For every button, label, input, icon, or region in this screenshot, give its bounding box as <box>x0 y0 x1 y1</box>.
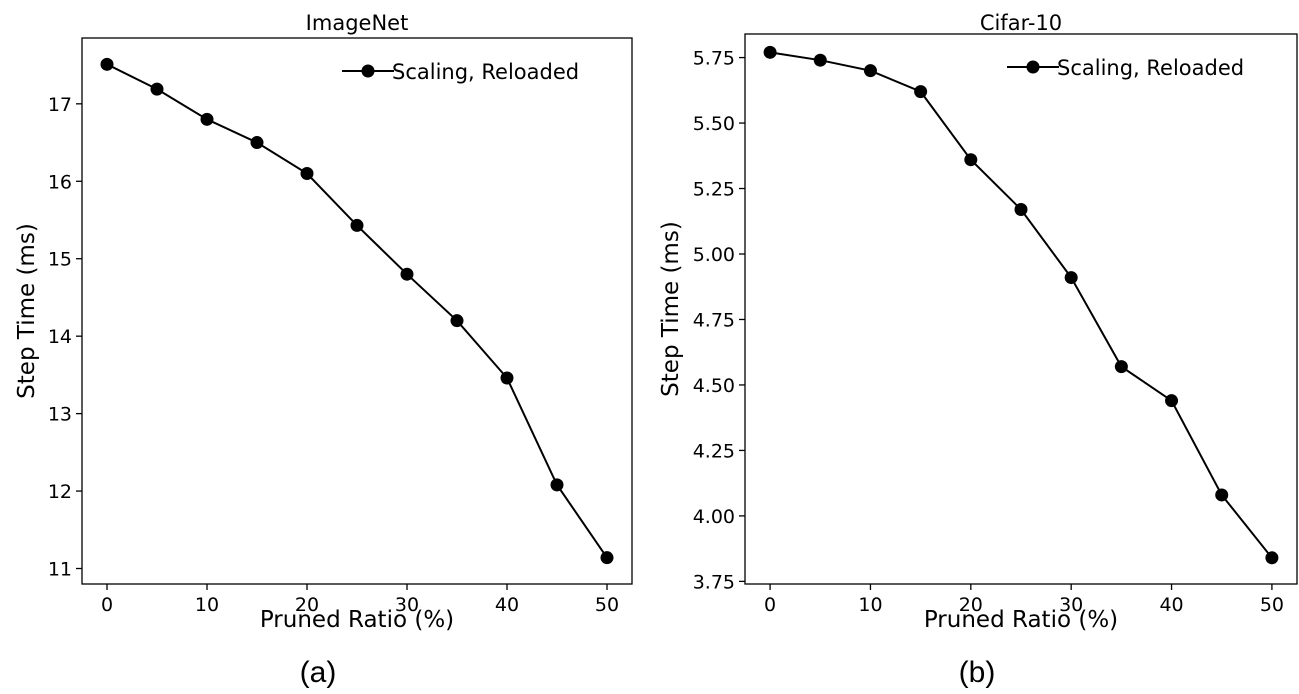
y-tick-label: 5.00 <box>693 244 735 266</box>
data-point <box>914 85 928 99</box>
data-point <box>250 136 264 150</box>
chart-title: Cifar-10 <box>980 11 1062 35</box>
legend-label: Scaling, Reloaded <box>1057 56 1244 80</box>
legend-label: Scaling, Reloaded <box>392 60 579 84</box>
x-tick-label: 20 <box>295 594 319 616</box>
data-point <box>400 267 414 281</box>
y-tick-label: 14 <box>48 326 72 348</box>
y-tick-label: 11 <box>48 559 72 581</box>
data-point <box>1064 271 1078 285</box>
y-tick-label: 4.00 <box>693 506 735 528</box>
x-axis-label: Pruned Ratio (%) <box>260 607 454 633</box>
data-point <box>1114 360 1128 374</box>
y-tick-label: 5.25 <box>693 179 735 201</box>
y-tick-label: 3.75 <box>693 571 735 593</box>
x-tick-label: 40 <box>1159 594 1183 616</box>
data-point <box>350 218 364 232</box>
y-tick-label: 12 <box>48 481 72 503</box>
data-point <box>1165 394 1179 408</box>
panel-caption: (a) <box>300 656 337 689</box>
data-point <box>500 371 514 385</box>
data-point <box>200 112 214 126</box>
plot-frame <box>81 37 633 585</box>
y-tick-label: 15 <box>48 249 72 271</box>
x-tick-label: 30 <box>1059 594 1083 616</box>
legend-marker <box>1026 60 1040 74</box>
plot-frame <box>744 33 1298 585</box>
x-tick-label: 0 <box>101 594 113 616</box>
y-tick-label: 13 <box>48 404 72 426</box>
x-axis-label: Pruned Ratio (%) <box>924 607 1118 633</box>
y-tick-label: 17 <box>48 94 72 116</box>
x-tick-label: 10 <box>195 594 219 616</box>
x-tick-label: 0 <box>764 594 776 616</box>
y-axis-label: Step Time (ms) <box>658 221 684 397</box>
x-tick-label: 30 <box>395 594 419 616</box>
x-tick-label: 50 <box>1260 594 1284 616</box>
data-point <box>1215 488 1229 502</box>
y-tick-label: 4.25 <box>693 440 735 462</box>
y-tick-label: 4.75 <box>693 309 735 331</box>
data-point <box>813 53 827 67</box>
x-tick-label: 40 <box>495 594 519 616</box>
data-point <box>600 551 614 565</box>
y-tick-label: 4.50 <box>693 375 735 397</box>
series-line <box>106 63 608 559</box>
data-point <box>100 57 114 71</box>
y-tick-label: 5.50 <box>693 113 735 135</box>
data-point <box>863 64 877 78</box>
data-point <box>550 478 564 492</box>
panel-caption: (b) <box>959 656 996 689</box>
data-point <box>1265 551 1279 565</box>
x-tick-label: 10 <box>858 594 882 616</box>
legend-marker <box>361 64 375 78</box>
x-tick-label: 20 <box>959 594 983 616</box>
x-tick-label: 50 <box>595 594 619 616</box>
data-point <box>150 82 164 96</box>
data-point <box>300 167 314 181</box>
y-axis-label: Step Time (ms) <box>14 223 40 399</box>
chart-imagenet: ImageNet 0 10 20 30 40 50 11 12 13 14 15 16 17 Pruned … <box>14 11 633 689</box>
y-tick-label: 16 <box>48 171 72 193</box>
series-line <box>769 51 1273 559</box>
chart-cifar10: Cifar-10 0 10 20 30 40 50 3.75 4.00 4.25 4.50 4.75 5… <box>658 11 1298 689</box>
y-tick-label: 5.75 <box>693 48 735 70</box>
data-point <box>450 314 464 328</box>
data-point <box>1014 202 1028 216</box>
chart-title: ImageNet <box>306 11 409 35</box>
data-point <box>964 153 978 167</box>
data-point <box>763 45 777 59</box>
